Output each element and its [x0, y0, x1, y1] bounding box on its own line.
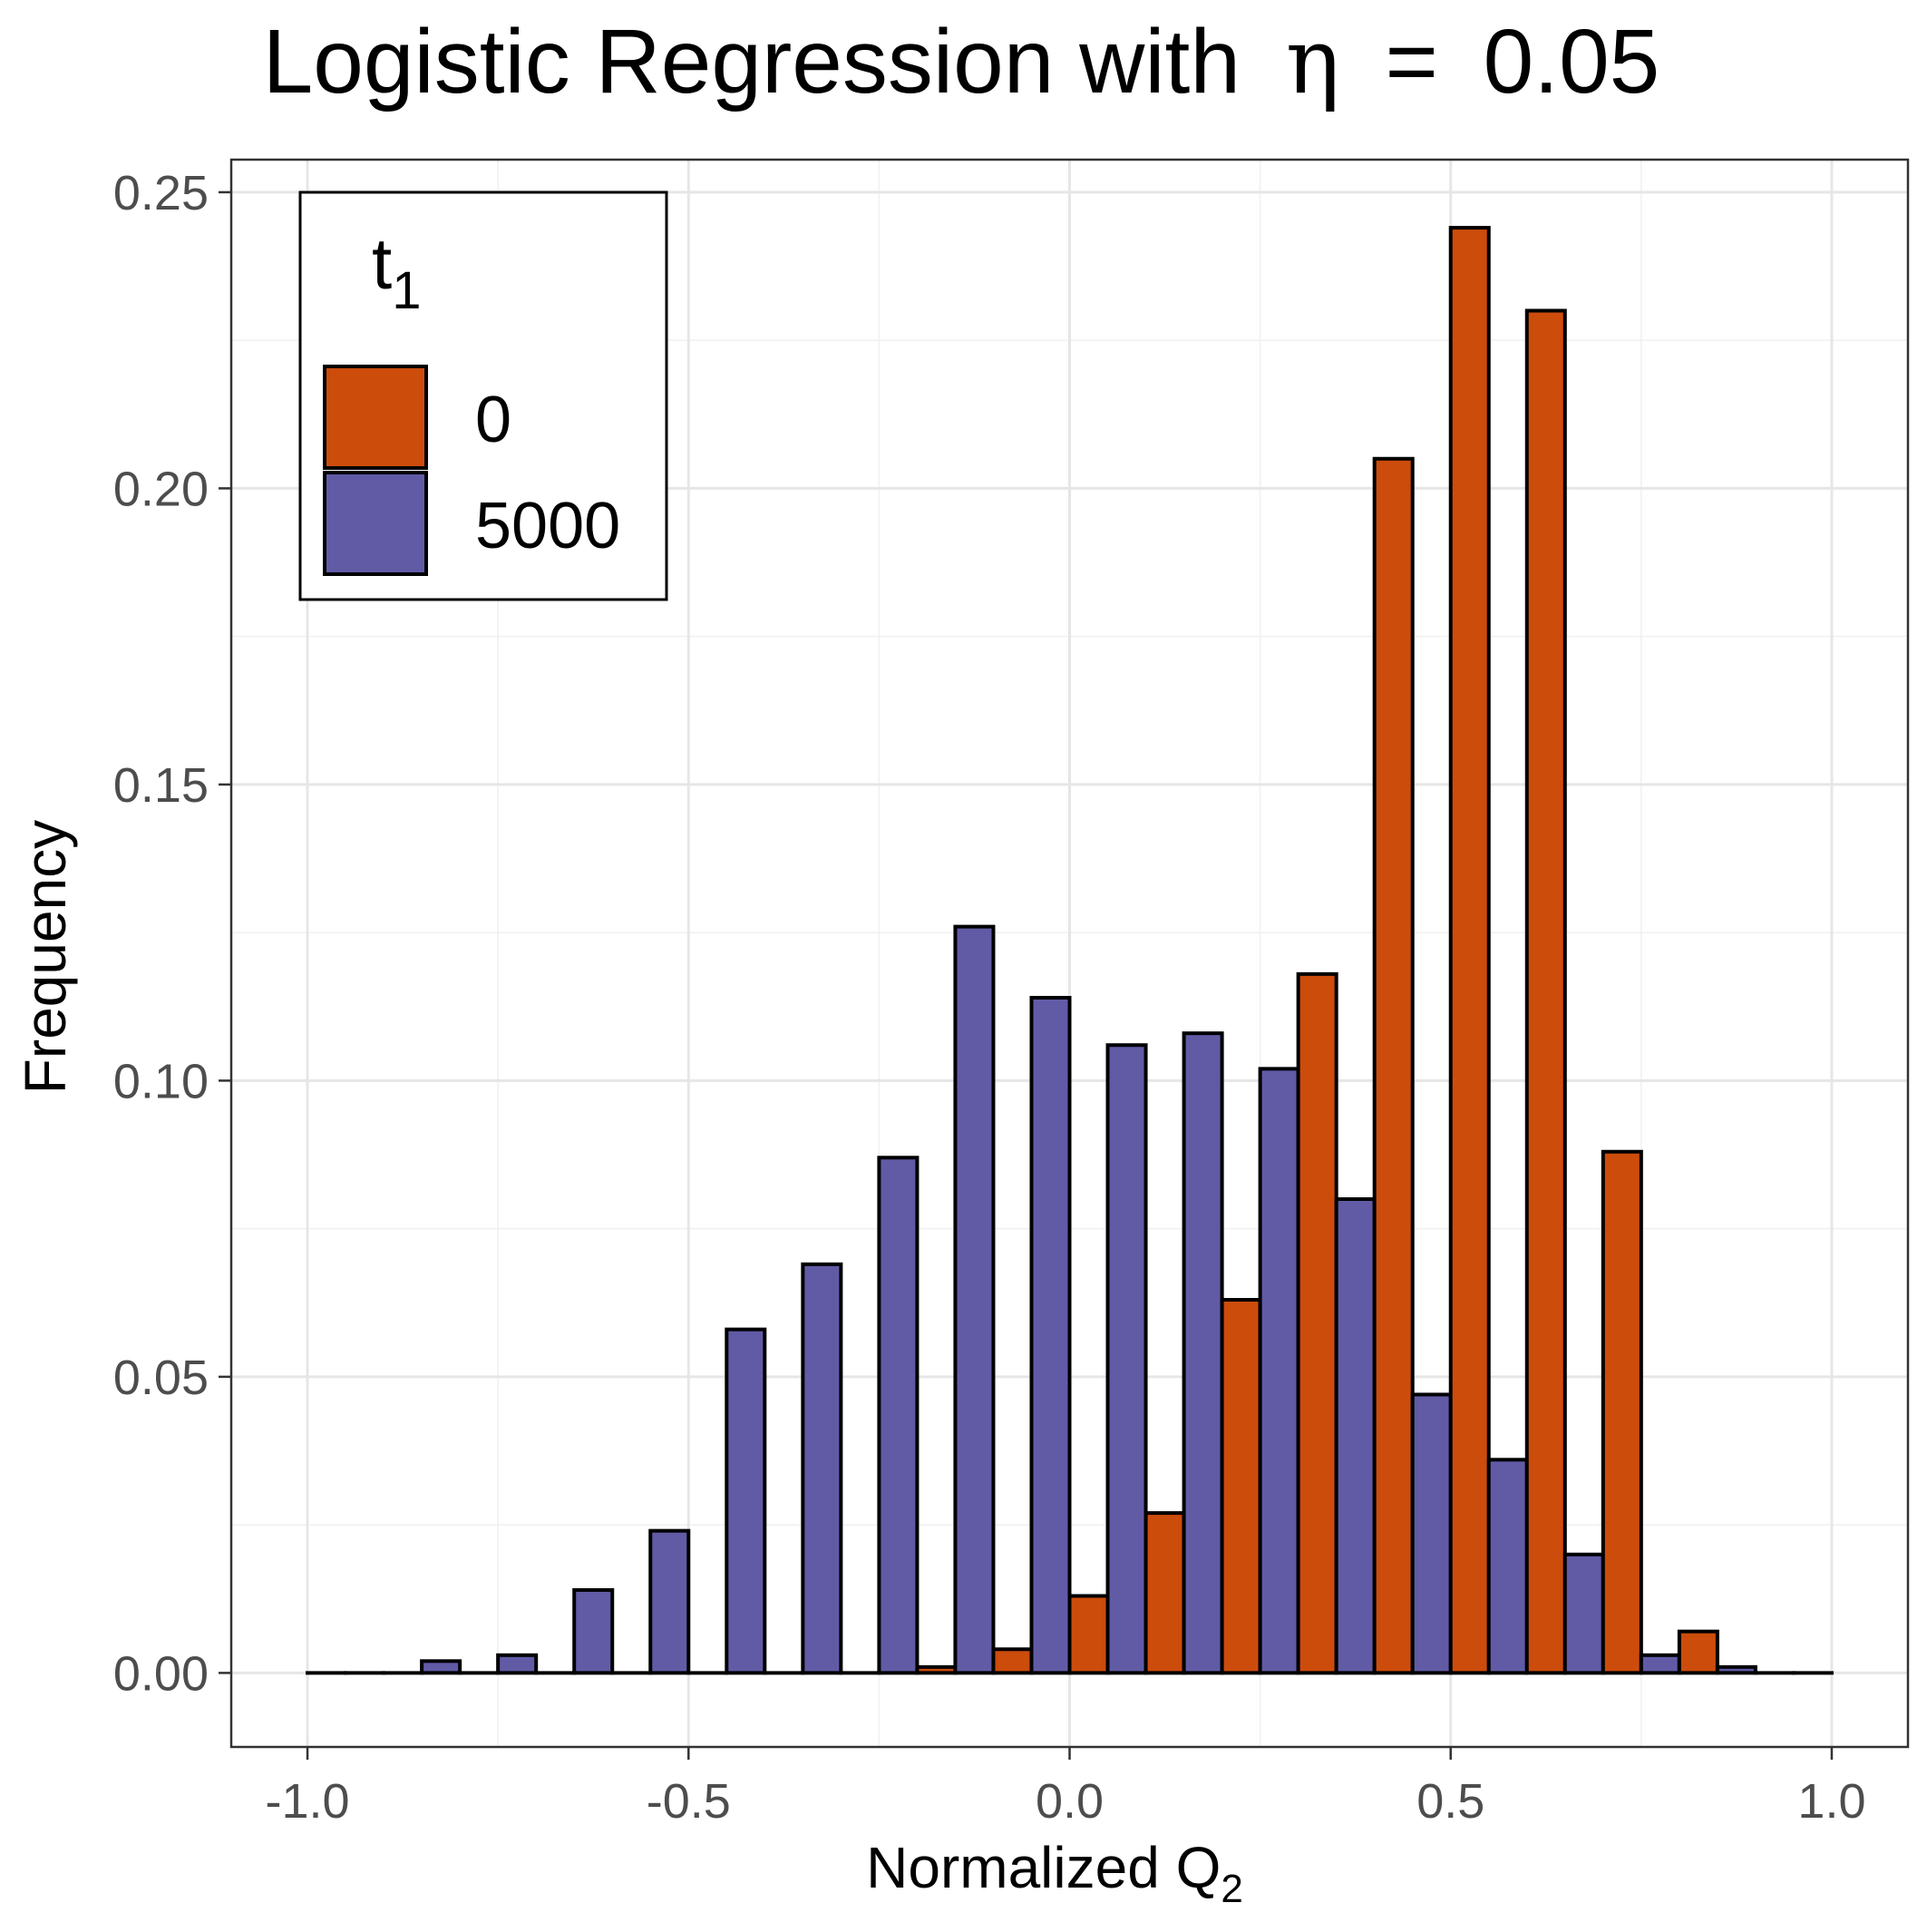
- chart-title-operator: =: [1385, 11, 1437, 112]
- bar-series-5000: [498, 1655, 536, 1673]
- bar-series-5000: [422, 1661, 460, 1673]
- legend-key-5000: [325, 473, 426, 574]
- x-tick-label: 0.0: [1036, 1774, 1104, 1829]
- bar-series-0: [993, 1649, 1031, 1673]
- bar-series-5000: [574, 1590, 612, 1673]
- legend-key-0: [325, 366, 426, 468]
- bar-series-5000: [1108, 1045, 1146, 1673]
- y-tick-label: 0.20: [113, 462, 209, 516]
- y-tick-label: 0.15: [113, 758, 209, 813]
- bar-series-0: [1679, 1632, 1718, 1673]
- bar-series-0: [1299, 974, 1337, 1673]
- bar-series-5000: [803, 1264, 841, 1673]
- bar-series-0: [1603, 1152, 1641, 1673]
- x-tick-label: 1.0: [1797, 1774, 1865, 1829]
- legend-label-0: 0: [475, 384, 511, 456]
- bar-series-5000: [650, 1531, 688, 1673]
- bar-series-5000: [1260, 1068, 1299, 1673]
- bar-series-0: [1070, 1595, 1108, 1673]
- bar-series-0: [1375, 459, 1413, 1673]
- bar-series-5000: [1184, 1033, 1222, 1673]
- bar-series-0: [1527, 311, 1565, 1673]
- chart-title-text: Logistic Regression with: [263, 11, 1241, 112]
- bar-series-5000: [1565, 1555, 1603, 1673]
- legend-label-5000: 5000: [475, 490, 620, 562]
- y-tick-label: 0.25: [113, 166, 209, 220]
- bar-series-0: [1146, 1513, 1184, 1673]
- y-axis-title: Frequency: [13, 820, 78, 1094]
- x-axis-title: Normalized Q2: [866, 1835, 1243, 1911]
- legend: t1 0 5000: [300, 192, 667, 600]
- chart-title: Logistic Regression with η = 0.05: [263, 8, 1660, 114]
- bar-series-5000: [1641, 1655, 1679, 1673]
- chart-title-symbol: η: [1286, 8, 1340, 114]
- x-axis-title-subscript: 2: [1221, 1867, 1242, 1911]
- legend-title-text: t: [372, 223, 392, 304]
- bar-series-5000: [1413, 1394, 1451, 1673]
- bar-series-0: [1451, 228, 1489, 1673]
- legend-title-subscript: 1: [392, 261, 421, 320]
- bar-series-5000: [1489, 1459, 1527, 1673]
- x-tick-label: -0.5: [647, 1774, 731, 1829]
- y-tick-label: 0.10: [113, 1054, 209, 1108]
- bar-series-0: [1222, 1300, 1260, 1673]
- bar-series-0: [917, 1667, 955, 1673]
- y-tick-label: 0.05: [113, 1351, 209, 1405]
- bar-series-5000: [1718, 1667, 1756, 1673]
- x-axis-title-text: Normalized Q: [866, 1835, 1221, 1900]
- chart-title-value: 0.05: [1484, 11, 1660, 112]
- x-tick-label: 0.5: [1416, 1774, 1484, 1829]
- bar-series-5000: [1337, 1199, 1375, 1673]
- bar-series-5000: [879, 1157, 917, 1673]
- bar-series-5000: [726, 1330, 764, 1673]
- bar-series-5000: [1031, 998, 1069, 1673]
- bar-series-5000: [955, 927, 993, 1673]
- x-tick-label: -1.0: [266, 1774, 350, 1829]
- y-tick-label: 0.00: [113, 1646, 209, 1701]
